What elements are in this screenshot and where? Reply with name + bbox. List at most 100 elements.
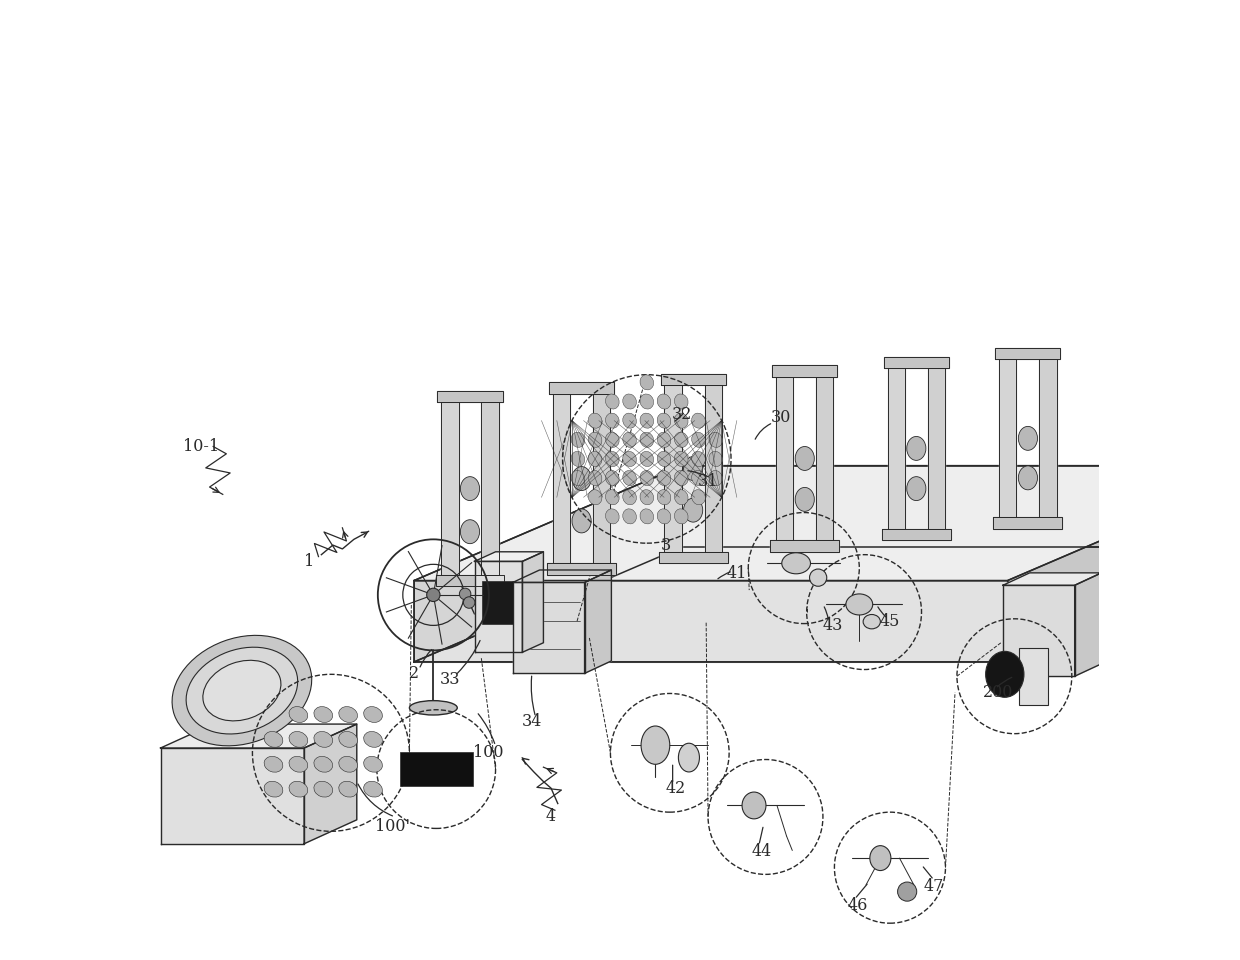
Ellipse shape <box>264 781 283 797</box>
Ellipse shape <box>588 451 601 467</box>
Polygon shape <box>888 368 905 529</box>
Ellipse shape <box>692 470 706 486</box>
Ellipse shape <box>906 437 926 461</box>
Text: 46: 46 <box>847 898 868 915</box>
Circle shape <box>459 588 471 600</box>
Polygon shape <box>1008 466 1240 661</box>
Ellipse shape <box>675 509 688 524</box>
Text: 47: 47 <box>924 878 944 896</box>
Ellipse shape <box>622 509 636 524</box>
Text: 43: 43 <box>822 617 843 634</box>
Polygon shape <box>1111 350 1128 506</box>
Ellipse shape <box>641 726 670 764</box>
Ellipse shape <box>709 432 723 447</box>
Ellipse shape <box>572 470 585 486</box>
Ellipse shape <box>795 488 815 512</box>
Circle shape <box>464 597 475 609</box>
Polygon shape <box>999 359 1017 517</box>
Ellipse shape <box>363 756 382 772</box>
Polygon shape <box>996 348 1060 359</box>
Ellipse shape <box>675 451 688 467</box>
Ellipse shape <box>460 519 480 543</box>
Ellipse shape <box>572 467 591 491</box>
Ellipse shape <box>640 374 653 390</box>
Polygon shape <box>160 748 304 844</box>
Ellipse shape <box>657 432 671 447</box>
Ellipse shape <box>1018 426 1038 450</box>
Ellipse shape <box>572 509 591 533</box>
Polygon shape <box>414 466 1240 581</box>
Ellipse shape <box>289 732 308 747</box>
Ellipse shape <box>640 413 653 428</box>
Polygon shape <box>776 376 794 540</box>
Ellipse shape <box>588 470 601 486</box>
Ellipse shape <box>622 432 636 447</box>
Ellipse shape <box>622 470 636 486</box>
Polygon shape <box>704 385 722 552</box>
Ellipse shape <box>692 432 706 447</box>
Ellipse shape <box>588 413 601 428</box>
Ellipse shape <box>675 413 688 428</box>
Ellipse shape <box>264 756 283 772</box>
Circle shape <box>898 882 916 901</box>
Polygon shape <box>1151 350 1168 506</box>
Ellipse shape <box>640 432 653 447</box>
Polygon shape <box>475 562 522 652</box>
Polygon shape <box>160 724 357 748</box>
Text: 100': 100' <box>374 818 409 835</box>
Bar <box>399 752 472 786</box>
Ellipse shape <box>605 509 619 524</box>
Polygon shape <box>513 583 584 673</box>
Circle shape <box>427 588 440 602</box>
Polygon shape <box>993 517 1063 529</box>
Ellipse shape <box>572 432 585 447</box>
Polygon shape <box>435 575 505 587</box>
Polygon shape <box>584 570 611 673</box>
Ellipse shape <box>795 446 815 470</box>
Polygon shape <box>1003 586 1075 676</box>
Text: 2: 2 <box>409 665 419 682</box>
Ellipse shape <box>657 413 671 428</box>
Ellipse shape <box>640 394 653 409</box>
Ellipse shape <box>742 792 766 819</box>
Ellipse shape <box>622 394 636 409</box>
Ellipse shape <box>657 490 671 505</box>
Polygon shape <box>884 356 949 368</box>
Polygon shape <box>414 581 1008 661</box>
Ellipse shape <box>339 707 357 723</box>
Ellipse shape <box>863 614 880 629</box>
Ellipse shape <box>588 432 601 447</box>
Ellipse shape <box>1130 417 1149 441</box>
Text: 4: 4 <box>546 808 557 826</box>
Text: 42: 42 <box>666 780 686 797</box>
Ellipse shape <box>314 756 332 772</box>
Ellipse shape <box>339 756 357 772</box>
Polygon shape <box>1107 339 1172 350</box>
Ellipse shape <box>460 477 480 500</box>
Ellipse shape <box>1130 455 1149 479</box>
Polygon shape <box>1075 573 1101 676</box>
Ellipse shape <box>675 432 688 447</box>
Text: 34: 34 <box>522 712 542 730</box>
Ellipse shape <box>675 490 688 505</box>
Polygon shape <box>475 552 543 562</box>
Text: 100: 100 <box>472 744 503 761</box>
Ellipse shape <box>683 498 703 522</box>
Polygon shape <box>770 540 839 552</box>
Ellipse shape <box>781 553 811 574</box>
Polygon shape <box>481 402 498 575</box>
Polygon shape <box>414 547 1240 661</box>
Polygon shape <box>928 368 945 529</box>
Ellipse shape <box>605 451 619 467</box>
Ellipse shape <box>640 470 653 486</box>
Polygon shape <box>553 394 570 564</box>
Ellipse shape <box>363 707 382 723</box>
Polygon shape <box>665 385 682 552</box>
Polygon shape <box>513 570 611 583</box>
Ellipse shape <box>622 413 636 428</box>
Text: 1: 1 <box>304 553 314 570</box>
Ellipse shape <box>363 732 382 747</box>
Ellipse shape <box>314 707 332 723</box>
Ellipse shape <box>986 651 1024 697</box>
Text: 41: 41 <box>727 565 746 583</box>
